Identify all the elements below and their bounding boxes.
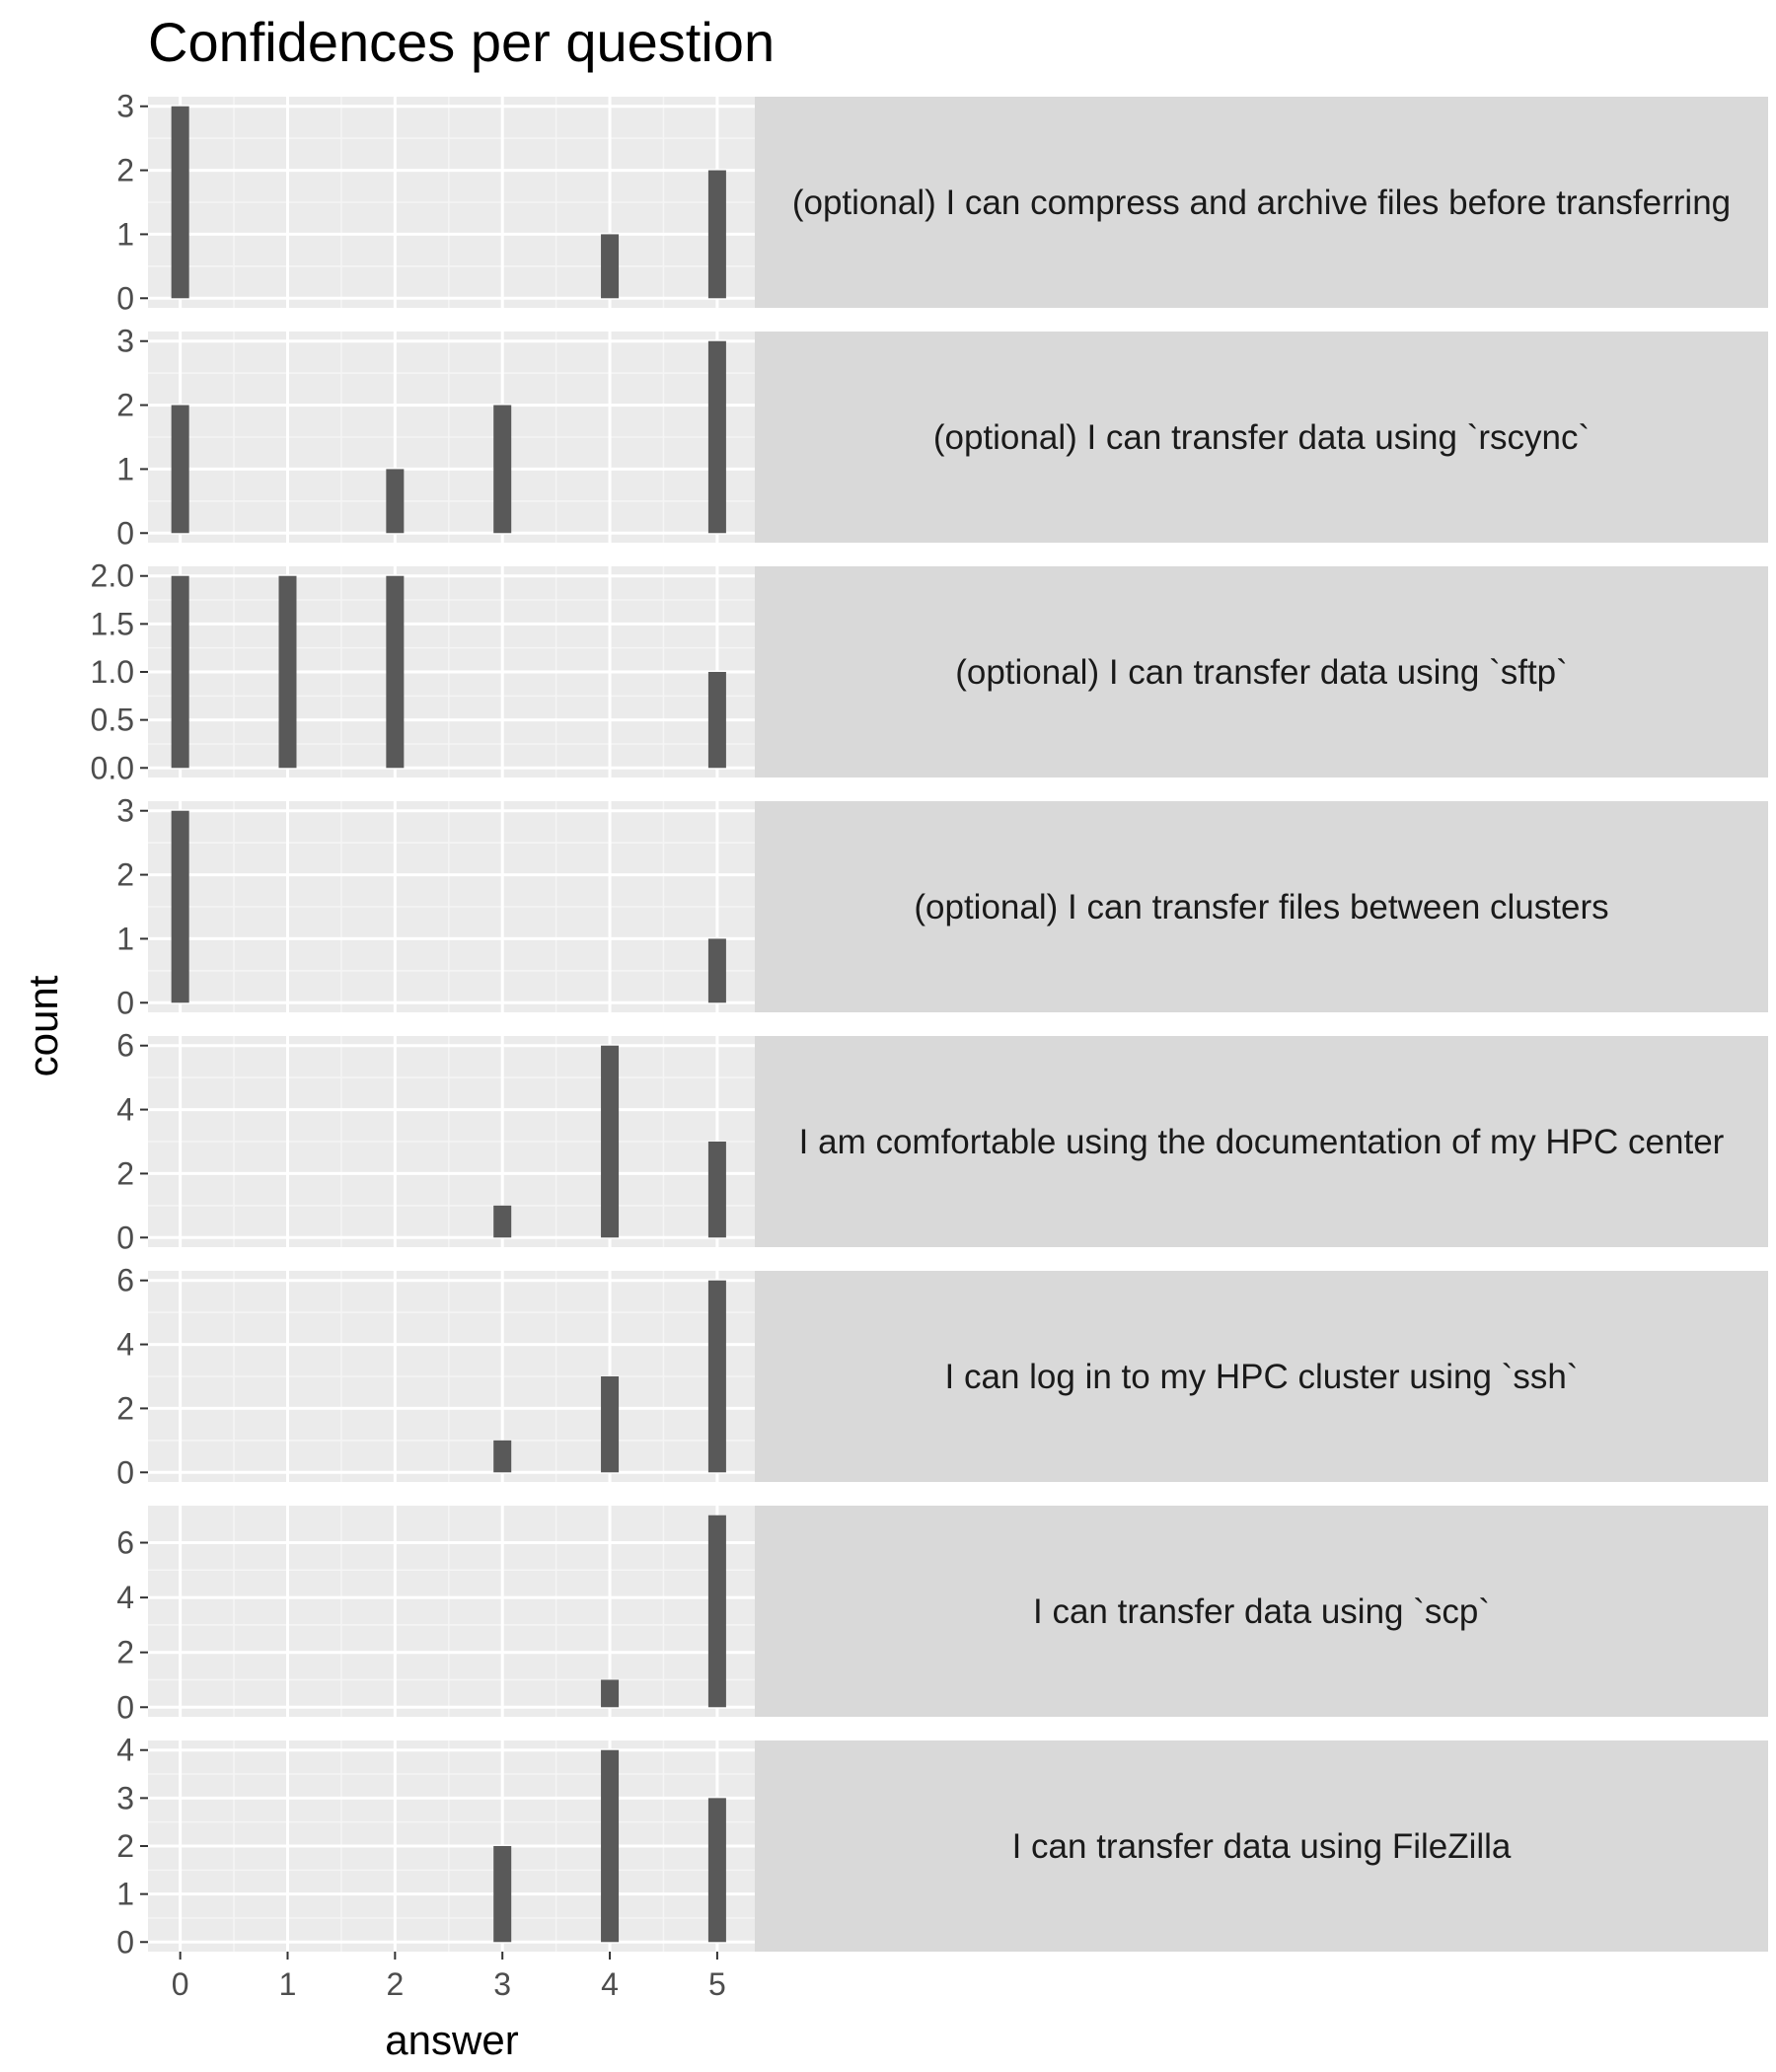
bar-answer-4	[601, 234, 620, 299]
chart-title: Confidences per question	[148, 11, 775, 73]
bar-answer-5	[707, 1280, 726, 1473]
facet-strip-label: (optional) I can compress and archive fi…	[792, 184, 1731, 222]
bar-answer-4	[601, 1679, 620, 1708]
y-tick-label: 2	[116, 388, 134, 423]
y-tick-label: 4	[116, 1092, 134, 1128]
y-tick-label: 2	[116, 857, 134, 893]
facet-panel-5: 0 2 4 6 I am comfortable using the documenta…	[116, 1028, 1768, 1255]
facet-panel-8: 0 1 2 3 4 I can transfer data using FileZilla	[116, 1733, 1768, 1960]
bar-answer-0	[171, 106, 189, 299]
y-tick-label: 2	[116, 1390, 134, 1426]
bar-answer-4	[601, 1045, 620, 1238]
facet-panel-6: 0 2 4 6 I can log in to my HPC cluster using…	[116, 1263, 1768, 1490]
bar-answer-5	[707, 672, 726, 769]
bar-answer-3	[493, 1846, 512, 1943]
bar-answer-3	[493, 1440, 512, 1473]
facet-panel-1: 0 1 2 3 (optional) I can compress and archiv…	[116, 89, 1768, 316]
x-tick-label: 3	[493, 1966, 511, 2002]
facets-group: 0 1 2 3 (optional) I can compress and archiv…	[91, 89, 1768, 1960]
y-tick-label: 3	[116, 793, 134, 829]
facet-strip-label: (optional) I can transfer data using `rs…	[933, 418, 1590, 457]
y-axis-title: count	[20, 975, 66, 1076]
x-tick-label: 0	[172, 1966, 189, 2002]
y-tick-label: 3	[116, 89, 134, 124]
y-tick-label: 0	[116, 1454, 134, 1490]
y-tick-label: 1	[116, 451, 134, 486]
facet-strip	[755, 332, 1768, 543]
facet-strip	[755, 1036, 1768, 1247]
y-tick-label: 4	[116, 1580, 134, 1615]
y-tick-label: 0	[116, 1220, 134, 1255]
facet-panel-7: 0 2 4 6 I can transfer data using `scp`	[116, 1506, 1768, 1725]
facet-strip	[755, 97, 1768, 308]
y-tick-label: 1	[116, 921, 134, 956]
facet-panel-4: 0 1 2 3 (optional) I can transfer files betw…	[116, 793, 1768, 1020]
y-tick-label: 2	[116, 1635, 134, 1670]
bar-answer-3	[493, 1205, 512, 1238]
x-axis-title: answer	[385, 2017, 518, 2063]
facet-strip-label: I can transfer data using `scp`	[1033, 1592, 1490, 1631]
bar-answer-5	[707, 1515, 726, 1708]
facet-strip-label: (optional) I can transfer files between …	[914, 888, 1608, 926]
facet-strip-label: I can transfer data using FileZilla	[1012, 1827, 1512, 1866]
y-tick-label: 2	[116, 1155, 134, 1191]
y-tick-label: 0.0	[91, 750, 134, 785]
y-tick-label: 0.5	[91, 703, 134, 738]
y-tick-label: 0	[116, 1924, 134, 1960]
y-tick-label: 2	[116, 153, 134, 188]
y-tick-label: 6	[116, 1028, 134, 1064]
y-tick-label: 3	[116, 1780, 134, 1815]
y-tick-label: 1	[116, 1877, 134, 1912]
bar-answer-0	[171, 405, 189, 534]
x-tick-label: 1	[279, 1966, 297, 2002]
panel-background	[148, 1506, 755, 1717]
facet-strip-label: (optional) I can transfer data using `sf…	[955, 653, 1568, 692]
bar-answer-4	[601, 1749, 620, 1943]
facet-strip-label: I can log in to my HPC cluster using `ss…	[945, 1358, 1579, 1396]
bar-answer-5	[707, 1798, 726, 1943]
facet-strip	[755, 1740, 1768, 1952]
y-tick-label: 6	[116, 1263, 134, 1298]
bar-answer-2	[386, 575, 405, 769]
facet-strip-label: I am comfortable using the documentation…	[799, 1123, 1725, 1161]
x-tick-label: 2	[386, 1966, 404, 2002]
y-tick-label: 4	[116, 1733, 134, 1768]
y-tick-label: 2	[116, 1828, 134, 1864]
bar-answer-0	[171, 575, 189, 769]
x-tick-label: 5	[708, 1966, 726, 2002]
y-tick-label: 0	[116, 515, 134, 551]
y-tick-label: 1.5	[91, 606, 134, 641]
y-tick-label: 1	[116, 216, 134, 252]
bar-answer-5	[707, 1142, 726, 1238]
facet-strip	[755, 1271, 1768, 1482]
bar-answer-2	[386, 469, 405, 534]
y-tick-label: 0	[116, 985, 134, 1020]
facet-strip	[755, 801, 1768, 1012]
y-tick-label: 3	[116, 324, 134, 359]
bar-answer-5	[707, 170, 726, 299]
y-tick-label: 6	[116, 1525, 134, 1561]
facet-panel-2: 0 1 2 3 (optional) I can transfer data using…	[116, 324, 1768, 551]
bar-answer-3	[493, 405, 512, 534]
bar-answer-5	[707, 938, 726, 1003]
bar-answer-1	[278, 575, 297, 769]
facet-strip	[755, 566, 1768, 777]
x-tick-label: 4	[601, 1966, 619, 2002]
facet-strip	[755, 1506, 1768, 1717]
x-axis: 0 1 2 3 4 5	[172, 1952, 726, 2002]
y-tick-label: 0	[116, 280, 134, 316]
bar-answer-4	[601, 1376, 620, 1473]
y-tick-label: 4	[116, 1327, 134, 1363]
y-tick-label: 2.0	[91, 558, 134, 594]
bar-answer-0	[171, 810, 189, 1003]
y-tick-label: 1.0	[91, 654, 134, 690]
bar-answer-5	[707, 340, 726, 534]
y-tick-label: 0	[116, 1689, 134, 1725]
facet-panel-3: 0.0 0.5 1.0 1.5 2.0 (optional) I can transfer…	[91, 558, 1768, 785]
